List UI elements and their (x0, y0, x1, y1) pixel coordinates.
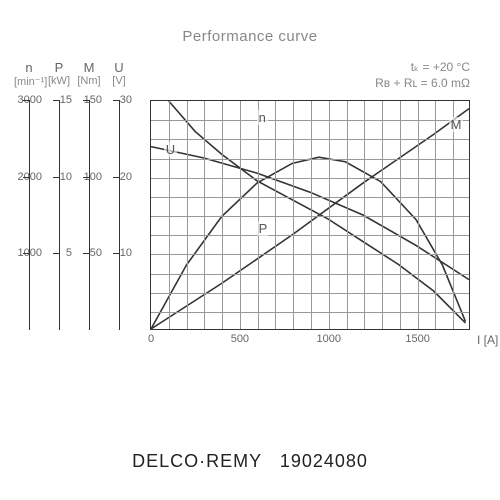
curve-label-n: n (257, 110, 268, 125)
vgrid-line (400, 101, 401, 329)
performance-figure: Performance curve tₖ = +20 °C Rʙ + Rʟ = … (0, 0, 500, 500)
footer: DELCO·REMY 19024080 (0, 451, 500, 472)
curve-label-M: M (449, 117, 464, 132)
x-tick-label: 1500 (405, 333, 429, 345)
hgrid-line (151, 235, 469, 236)
y-axis-symbol: U (104, 60, 134, 75)
vgrid-line (240, 101, 241, 329)
hgrid-line (151, 197, 469, 198)
condition-resistance: Rʙ + Rʟ = 6.0 mΩ (375, 76, 470, 90)
x-tick-label: 1000 (317, 333, 341, 345)
vgrid-line (329, 101, 330, 329)
hgrid-line (151, 120, 469, 121)
y-axis-unit: [Nm] (74, 75, 104, 87)
y-axis-line (89, 100, 90, 330)
vgrid-line (222, 101, 223, 329)
vgrid-line (311, 101, 312, 329)
curve-U (151, 147, 469, 280)
y-axis-line (59, 100, 60, 330)
curve-M (151, 109, 469, 329)
vgrid-line (169, 101, 170, 329)
hgrid-line (151, 274, 469, 275)
vgrid-line (364, 101, 365, 329)
brand-label: DELCO·REMY (132, 451, 262, 471)
vgrid-line (382, 101, 383, 329)
vgrid-line (293, 101, 294, 329)
y-axis-line (29, 100, 30, 330)
x-tick-label: 0 (148, 333, 154, 345)
hgrid-line (151, 254, 469, 255)
y-axis-unit: [kW] (44, 75, 74, 87)
x-axis-label: I [A] (477, 333, 498, 347)
y-axis-unit: [V] (104, 75, 134, 87)
hgrid-line (151, 178, 469, 179)
vgrid-line (275, 101, 276, 329)
y-axes-block: n[min⁻¹]100020003000P[kW]51015M[Nm]50100… (14, 60, 144, 330)
vgrid-line (187, 101, 188, 329)
condition-temp: tₖ = +20 °C (411, 60, 470, 74)
y-axis-line (119, 100, 120, 330)
vgrid-line (258, 101, 259, 329)
vgrid-line (347, 101, 348, 329)
vgrid-line (435, 101, 436, 329)
part-number: 19024080 (280, 451, 368, 471)
vgrid-line (418, 101, 419, 329)
hgrid-line (151, 293, 469, 294)
y-axis-symbol: P (44, 60, 74, 75)
hgrid-line (151, 139, 469, 140)
y-axis-unit: [min⁻¹] (14, 75, 44, 88)
curve-label-P: P (257, 221, 270, 236)
hgrid-line (151, 159, 469, 160)
y-axis-symbol: M (74, 60, 104, 75)
curves-svg (151, 101, 469, 329)
hgrid-line (151, 216, 469, 217)
chart-title: Performance curve (0, 28, 500, 45)
plot-area: I [A] 050010001500nUMP (150, 100, 470, 330)
vgrid-line (453, 101, 454, 329)
y-axis-U: U[V]102030 (104, 60, 134, 330)
x-tick-label: 500 (231, 333, 249, 345)
vgrid-line (204, 101, 205, 329)
y-axis-symbol: n (14, 60, 44, 75)
curve-label-U: U (164, 142, 177, 157)
hgrid-line (151, 312, 469, 313)
